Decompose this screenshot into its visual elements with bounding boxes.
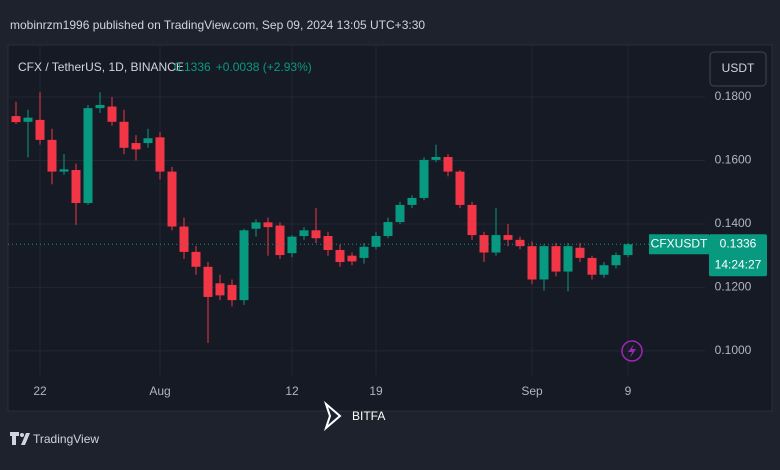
symbol-tag: CFXUSDT [651, 236, 708, 250]
x-tick-label: Aug [149, 384, 170, 398]
candle-body [419, 159, 429, 198]
candle-body [35, 119, 45, 140]
y-tick-label: 0.1600 [715, 153, 752, 167]
candle-body [179, 226, 189, 252]
candle-body [311, 230, 321, 239]
candle-body [131, 143, 141, 150]
watermark: BITFA [323, 400, 385, 432]
candle-body [107, 106, 117, 122]
candle-body [395, 204, 405, 223]
candle-body [23, 117, 33, 122]
y-tick-label: 0.1200 [715, 280, 752, 294]
candle-body [503, 235, 513, 240]
candle-body [95, 104, 105, 109]
plot: 0.1000 0.1200 0.1400 0.1600 0.1800 22 Aug 12 19 S… [8, 45, 767, 398]
candle-body [455, 171, 465, 205]
candle-body [143, 138, 153, 144]
candle-body [167, 171, 177, 227]
last-price: 0.1336 [174, 60, 211, 74]
candle-body [467, 204, 477, 236]
candle-body [275, 225, 285, 256]
watermark-logo [323, 400, 342, 432]
y-tick-label: 0.1800 [715, 89, 752, 103]
y-tick-label: 0.1400 [715, 216, 752, 230]
candle-body [371, 236, 381, 247]
x-tick-label: 9 [625, 384, 632, 398]
candle-body [191, 251, 201, 267]
candle-body [611, 255, 621, 266]
candle-body [251, 222, 261, 229]
y-tick-label: 0.1000 [715, 343, 752, 357]
candle-body [563, 246, 573, 272]
candle-body [515, 239, 525, 247]
candle-body [71, 170, 81, 204]
candle-body [47, 139, 57, 172]
candle-body [623, 244, 633, 256]
candle-body [431, 157, 441, 160]
x-tick-label: Sep [521, 384, 543, 398]
candle-body [527, 246, 537, 280]
x-tick-label: 22 [33, 384, 47, 398]
candle-body [587, 257, 597, 275]
candle-body [287, 236, 297, 254]
candle-body [215, 283, 225, 296]
currency-label[interactable]: USDT [722, 61, 755, 75]
candle-body [227, 284, 237, 301]
brand-dot [20, 433, 24, 437]
brand-text: TradingView [33, 432, 99, 446]
candle-body [323, 236, 333, 250]
candle-body [239, 230, 249, 301]
brand-logo [10, 432, 30, 445]
x-tick-label: 19 [369, 384, 383, 398]
alert-icon[interactable] [621, 340, 643, 362]
candle-body [539, 246, 549, 280]
candle-body [575, 247, 585, 258]
candle-body [443, 157, 453, 172]
candle-body [599, 265, 609, 275]
brand: TradingView [10, 432, 99, 446]
price-tag-box [709, 234, 767, 277]
price-change: +0.0038 (+2.93%) [216, 60, 312, 74]
alert-bolt[interactable] [628, 344, 636, 358]
candle-body [119, 121, 129, 148]
symbol-tag-box [649, 234, 709, 255]
publish-line: mobinrzm1996 published on TradingView.co… [10, 18, 425, 32]
candle-body [407, 197, 417, 205]
candle-body [203, 266, 213, 297]
symbol-title: CFX / TetherUS, 1D, BINANCE [18, 60, 184, 74]
x-tick-label: 12 [285, 384, 299, 398]
candle-body [59, 169, 69, 172]
candle-body [263, 222, 273, 228]
watermark-text: BITFA [352, 409, 385, 423]
candle-body [359, 246, 369, 258]
alert-circle[interactable] [621, 340, 643, 362]
candle-body [299, 230, 309, 237]
candle-body [347, 255, 357, 262]
price-tag: 0.1336 [720, 236, 757, 250]
candle-body [383, 222, 393, 237]
currency-button[interactable] [709, 51, 767, 87]
countdown: 14:24:27 [715, 257, 762, 271]
candle-body [11, 116, 21, 123]
candle-body [155, 137, 165, 172]
candle-body [335, 249, 345, 263]
candle-body [551, 246, 561, 272]
candle-body [83, 108, 93, 204]
